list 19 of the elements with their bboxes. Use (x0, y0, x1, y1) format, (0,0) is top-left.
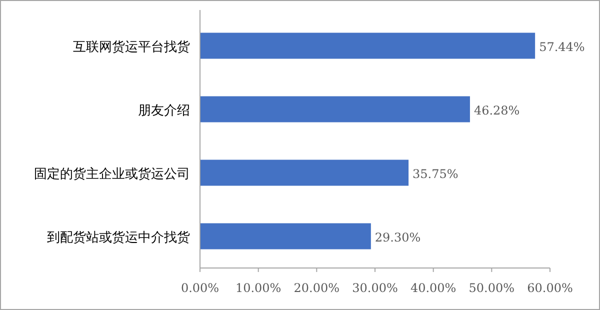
x-tick-label: 20.00% (294, 281, 340, 295)
data-label: 46.28% (474, 103, 520, 118)
bar (200, 32, 536, 59)
y-tick-label: 固定的货主企业或货运公司 (34, 166, 190, 182)
x-tick-label: 60.00% (527, 281, 573, 295)
x-tick-label: 50.00% (468, 281, 515, 295)
x-tick-label: 30.00% (352, 281, 398, 295)
bar (200, 96, 470, 122)
data-label: 57.44% (539, 40, 585, 54)
y-tick-label: 朋友介绍 (138, 103, 190, 118)
y-tick-label: 互联网货运平台找货 (73, 40, 190, 55)
data-label: 35.75% (412, 166, 458, 181)
x-tick-label: 10.00% (235, 281, 282, 295)
bar (200, 160, 409, 186)
bar (200, 223, 371, 250)
x-tick-label: 40.00% (410, 281, 456, 295)
y-tick-label: 到配货站或货运中介找货 (47, 230, 190, 246)
data-label: 29.30% (374, 230, 421, 244)
x-tick-label: 0.00% (180, 281, 220, 295)
